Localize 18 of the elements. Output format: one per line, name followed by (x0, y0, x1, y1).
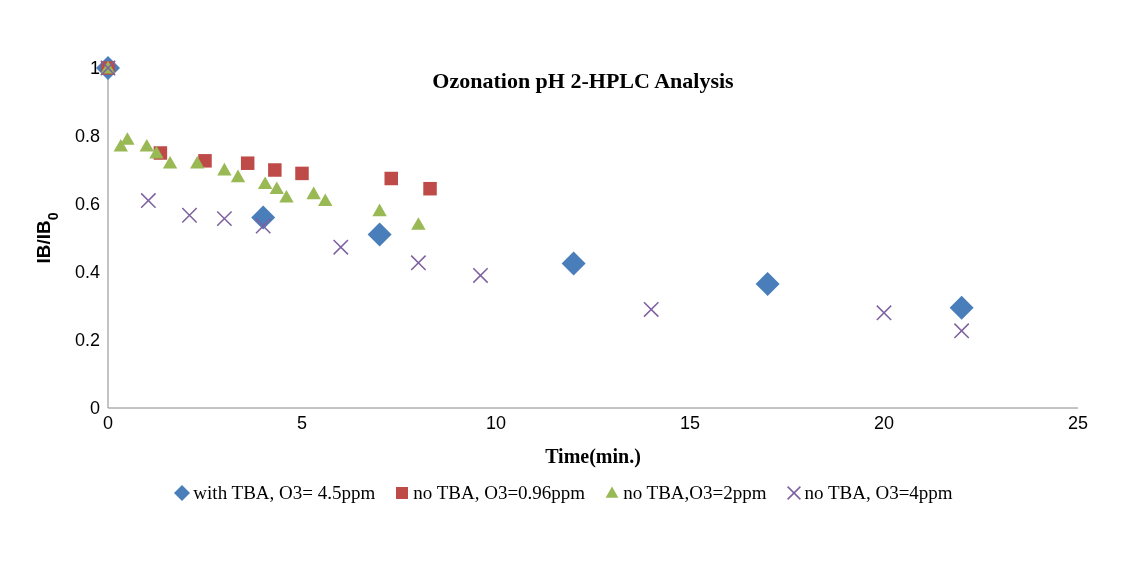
x-tick-label: 10 (485, 412, 507, 433)
x-tick-label: 25 (1067, 412, 1089, 433)
x-tick-label: 15 (679, 412, 701, 433)
y-tick-label: 0.6 (74, 194, 100, 215)
chart-title: Ozonation pH 2-HPLC Analysis (432, 68, 735, 93)
x-tick-label: 5 (296, 412, 308, 433)
y-tick-label: 1 (89, 58, 100, 79)
legend-label: with TBA, O3= 4.5ppm (192, 482, 376, 504)
y-tick-label: 0 (89, 398, 100, 419)
x-tick-label: 20 (873, 412, 895, 433)
y-tick-label: 0.4 (74, 262, 100, 283)
legend-label: no TBA, O3=4ppm (803, 482, 953, 504)
x-axis-title: Time(min.) (545, 445, 641, 468)
x-tick-label: 0 (102, 412, 114, 433)
legend-label: no TBA,O3=2ppm (622, 482, 767, 504)
y-tick-label: 0.2 (74, 330, 100, 351)
y-tick-label: 0.8 (74, 126, 100, 147)
legend-label: no TBA, O3=0.96ppm (412, 482, 586, 504)
